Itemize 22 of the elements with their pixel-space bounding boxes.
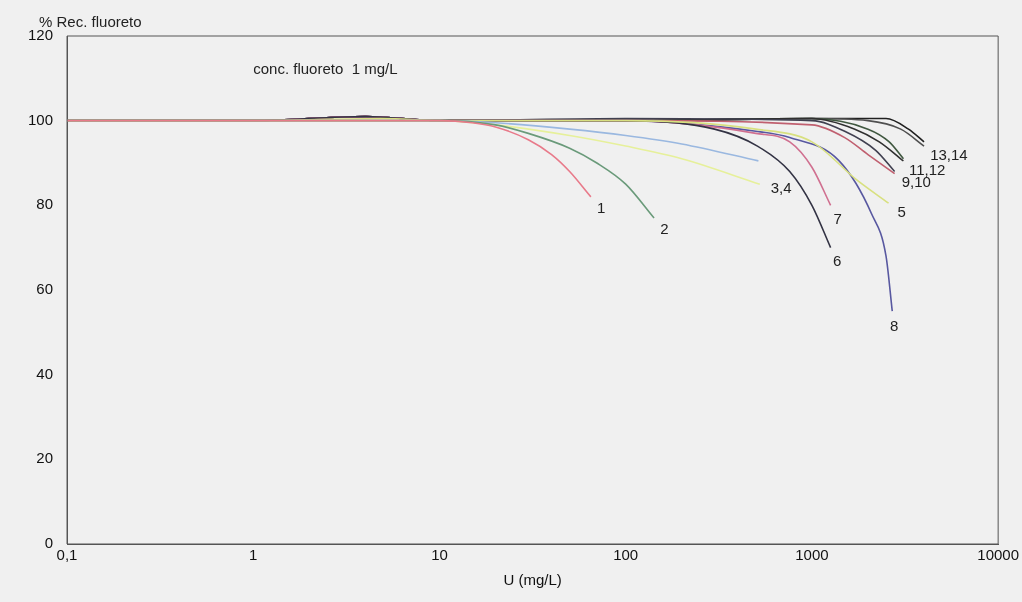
series-label: 6 [832,252,842,270]
x-tick-label: 10 [431,546,448,564]
series-label: 1 [597,199,606,217]
x-tick-label: 1000 [795,546,829,564]
y-tick-label: 0 [44,534,54,552]
x-axis-title: U (mg/L) [503,571,562,589]
y-tick-label: 60 [36,280,54,298]
series-label: 7 [833,209,842,227]
x-tick-label: 10000 [977,546,1019,564]
series-label: 5 [897,202,906,220]
series-label: 3,4 [770,179,792,197]
y-tick-label: 80 [36,195,54,213]
x-tick-label: 100 [613,546,639,564]
series-label: 8 [889,317,899,335]
y-tick-label: 40 [36,364,54,382]
y-tick-label: 20 [36,449,54,467]
x-tick-label: 0,1 [56,546,78,564]
annotation: conc. fluoreto 1 mg/L [253,60,398,78]
y-tick-label: 100 [28,110,54,128]
series-label: 2 [660,220,669,238]
series-label: 13,14 [930,145,968,163]
x-tick-label: 1 [249,546,258,564]
